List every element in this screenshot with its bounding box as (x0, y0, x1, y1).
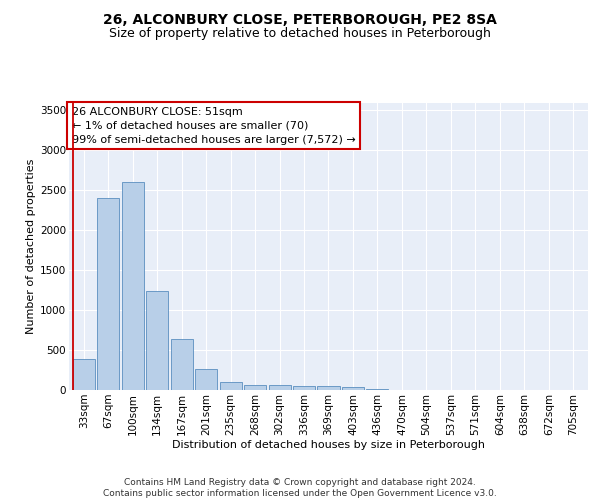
Bar (73, 359, 95, 390)
X-axis label: Distribution of detached houses by size in Peterborough: Distribution of detached houses by size … (172, 440, 485, 450)
Bar (170, 339, 193, 390)
Y-axis label: Number of detached properties: Number of detached properties (26, 158, 36, 334)
Text: Contains HM Land Registry data © Crown copyright and database right 2024.
Contai: Contains HM Land Registry data © Crown c… (103, 478, 497, 498)
Bar (293, 386, 315, 390)
Text: 26, ALCONBURY CLOSE, PETERBOROUGH, PE2 8SA: 26, ALCONBURY CLOSE, PETERBOROUGH, PE2 8… (103, 12, 497, 26)
Bar (97, 198, 119, 390)
Bar (367, 389, 388, 390)
Bar (146, 291, 168, 390)
Text: 26 ALCONBURY CLOSE: 51sqm
← 1% of detached houses are smaller (70)
99% of semi-d: 26 ALCONBURY CLOSE: 51sqm ← 1% of detach… (71, 107, 355, 145)
Bar (220, 382, 242, 390)
Bar (122, 182, 143, 390)
Text: Size of property relative to detached houses in Peterborough: Size of property relative to detached ho… (109, 28, 491, 40)
Bar (342, 387, 364, 390)
Bar (244, 385, 266, 390)
Bar (269, 385, 290, 390)
Bar (317, 386, 340, 390)
Bar (195, 369, 217, 390)
